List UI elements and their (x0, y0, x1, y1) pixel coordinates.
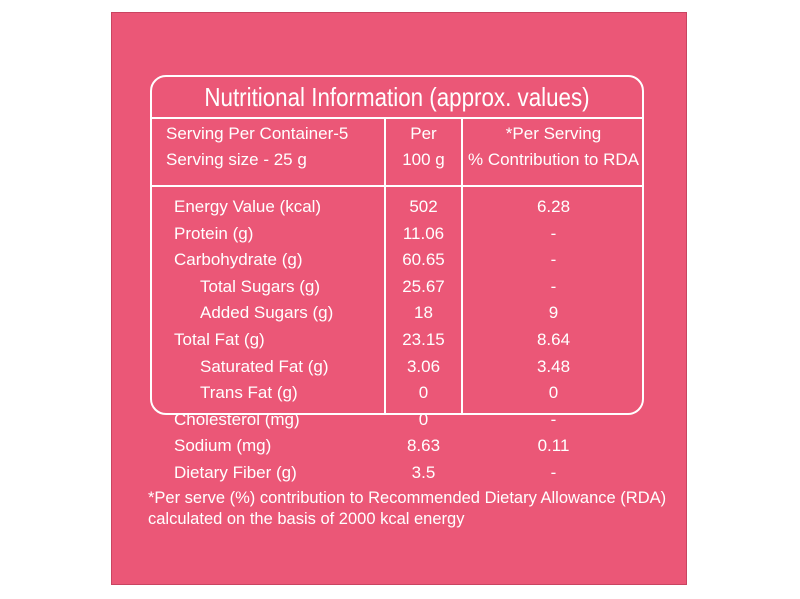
per-100g-value: 23.15 (402, 330, 445, 349)
per-100g-value: 0 (418, 409, 429, 429)
nutrient-label: Dietary Fiber (g) (174, 463, 297, 482)
nutrient-label: Total Fat (g) (174, 330, 265, 349)
nutrition-table: Nutritional Information (approx. values)… (150, 75, 644, 482)
nutrient-label: Trans Fat (g) (200, 383, 298, 403)
label-panel: Nutritional Information (approx. values)… (112, 13, 686, 584)
per-100g-value: 502 (409, 197, 438, 216)
nutrient-label: Protein (g) (174, 223, 254, 243)
header-rda: % Contribution to RDA (467, 150, 640, 169)
header-per: Per (410, 124, 437, 143)
rda-value: - (550, 276, 557, 296)
rda-value: 0.11 (537, 436, 570, 456)
header-per-serving: *Per Serving (505, 124, 602, 143)
per-100g-value: 60.65 (402, 250, 445, 270)
column-divider-2 (461, 117, 463, 413)
footnote-line-1: *Per serve (%) contribution to Recommend… (148, 489, 667, 507)
per-100g-value: 18 (414, 303, 433, 323)
rda-value: 9 (548, 303, 559, 323)
nutrient-label: Sodium (mg) (174, 436, 272, 456)
per-100g-value: 8.63 (406, 436, 441, 456)
nutrient-label: Total Sugars (g) (200, 276, 320, 296)
header-divider (152, 185, 642, 187)
rda-value: - (550, 223, 557, 243)
rda-value: 0 (548, 383, 559, 403)
nutrient-label: Energy Value (kcal) (174, 197, 322, 216)
rda-value: 3.48 (536, 356, 571, 376)
per-100g-value: 0 (418, 383, 429, 403)
per-100g-value: 25.67 (402, 276, 445, 296)
title-divider (152, 117, 642, 119)
nutrient-label: Added Sugars (g) (200, 303, 334, 323)
column-divider-1 (384, 117, 386, 413)
rda-value: - (550, 250, 557, 270)
nutrient-label: Cholesterol (mg) (174, 409, 300, 429)
table-title: Nutritional Information (approx. values) (204, 82, 590, 112)
nutrient-label: Saturated Fat (g) (200, 356, 329, 376)
servings-per-container: Serving Per Container-5 (166, 124, 349, 143)
rda-value: 8.64 (536, 330, 571, 349)
nutrient-label: Carbohydrate (g) (174, 250, 303, 270)
rda-value: - (550, 463, 557, 482)
per-100g-value: 3.06 (406, 356, 441, 376)
serving-size: Serving size - 25 g (166, 150, 307, 169)
header-100g: 100 g (402, 150, 445, 169)
per-100g-value: 11.06 (402, 223, 445, 243)
rda-value: - (550, 409, 557, 429)
rda-value: 6.28 (536, 197, 571, 216)
footnote-line-2: calculated on the basis of 2000 kcal ene… (148, 510, 465, 528)
per-100g-value: 3.5 (411, 463, 436, 482)
